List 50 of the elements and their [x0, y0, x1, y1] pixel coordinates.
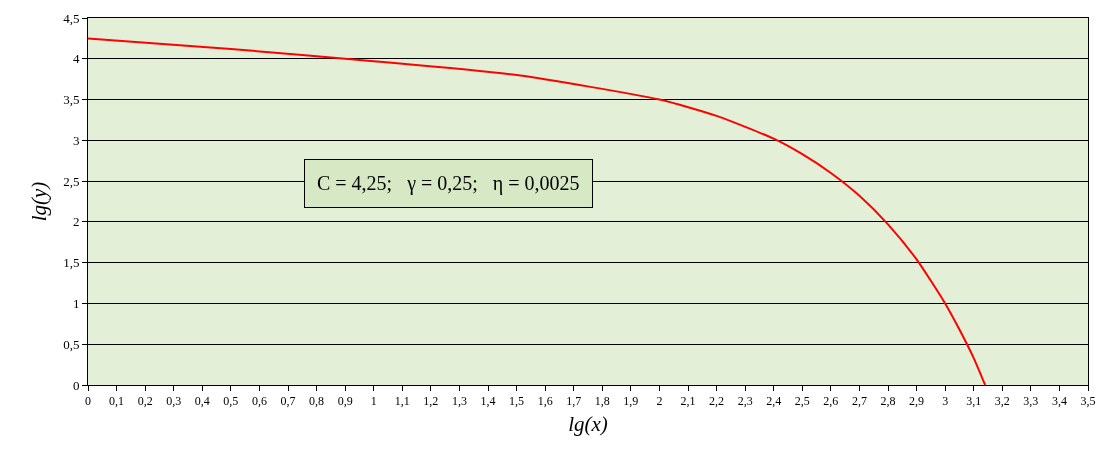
x-tick-label: 2,7	[851, 394, 867, 409]
y-axis-title: lg(y)	[27, 181, 52, 222]
y-tick-label: 1	[72, 295, 80, 311]
y-tick-label: 4	[72, 51, 80, 67]
x-tick-label: 0,2	[137, 394, 153, 409]
x-tick-label: 1,4	[480, 394, 496, 409]
x-tick-label: 1,2	[423, 394, 439, 409]
x-tick-label: 3,5	[1080, 394, 1096, 409]
x-tick-label: 2,3	[737, 394, 753, 409]
x-tick-label: 2,1	[680, 394, 696, 409]
annotation: C = 4,25; γ = 0,25; η = 0,0025	[317, 172, 580, 195]
x-tick-label: 0,3	[166, 394, 182, 409]
x-tick-label: 1,9	[623, 394, 639, 409]
x-tick-label: 0	[85, 394, 91, 409]
x-tick-label: 2,4	[766, 394, 782, 409]
x-tick-label: 2,6	[823, 394, 839, 409]
x-tick-label: 2,2	[709, 394, 725, 409]
x-tick-label: 1,6	[537, 394, 553, 409]
y-tick-label: 0,5	[63, 336, 80, 352]
y-tick-label: 4,5	[63, 10, 80, 26]
y-tick-label: 2,5	[63, 173, 80, 189]
x-tick-label: 0,6	[251, 394, 267, 409]
x-tick-label: 2,9	[909, 394, 925, 409]
x-tick-label: 0,8	[309, 394, 325, 409]
x-axis-title: lg(x)	[568, 411, 608, 436]
y-tick-label: 1,5	[63, 255, 80, 271]
x-tick-label: 0,9	[337, 394, 353, 409]
y-tick-label: 2	[72, 214, 80, 230]
x-tick-label: 0,4	[194, 394, 210, 409]
x-tick-label: 3,4	[1051, 394, 1067, 409]
x-tick-label: 1,3	[451, 394, 467, 409]
x-tick-label: 0,7	[280, 394, 296, 409]
x-tick-label: 1,8	[594, 394, 610, 409]
x-tick-label: 1,5	[509, 394, 525, 409]
x-tick-label: 0,1	[109, 394, 125, 409]
x-tick-label: 1,7	[566, 394, 582, 409]
y-tick-label: 3	[72, 132, 80, 148]
line-series	[88, 37, 987, 385]
x-tick-label: 3,1	[966, 394, 982, 409]
x-tick-label: 0,5	[223, 394, 239, 409]
x-tick-label: 2,5	[794, 394, 810, 409]
y-tick-label: 3,5	[63, 92, 80, 108]
x-tick-label: 2	[656, 394, 663, 409]
x-tick-label: 3,3	[1023, 394, 1039, 409]
y-tick-label: 0	[72, 377, 80, 393]
x-tick-label: 2,8	[880, 394, 896, 409]
x-tick-label: 3,2	[994, 394, 1010, 409]
x-tick-label: 1,1	[394, 394, 410, 409]
x-tick-label: 3	[942, 394, 949, 409]
x-tick-label: 1	[370, 394, 377, 409]
